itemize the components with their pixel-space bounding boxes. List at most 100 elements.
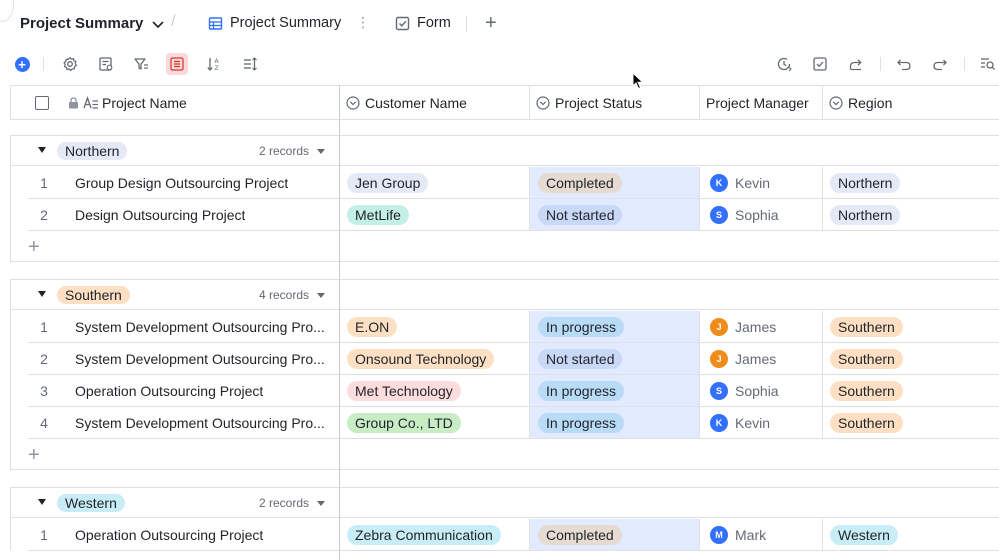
add-row[interactable]: + xyxy=(28,231,999,263)
filter-button[interactable] xyxy=(131,54,151,74)
group-header[interactable]: Western 2 records xyxy=(11,488,999,518)
frozen-column-divider[interactable] xyxy=(339,85,340,560)
project-title-dropdown[interactable]: Project Summary xyxy=(20,15,165,32)
select-all-checkbox[interactable] xyxy=(35,96,49,110)
group-record-count[interactable]: 2 records xyxy=(259,144,326,158)
add-row[interactable]: + xyxy=(28,439,999,471)
project-status-cell[interactable]: In progress xyxy=(530,407,700,438)
project-name-cell[interactable]: Operation Outsourcing Project xyxy=(75,375,340,406)
project-name-cell[interactable]: Design Outsourcing Project xyxy=(75,199,340,230)
customer-name-cell[interactable]: MetLife xyxy=(340,199,530,230)
undo-icon xyxy=(897,59,911,71)
region-cell[interactable]: Western xyxy=(823,519,999,550)
customer-tag: E.ON xyxy=(347,316,398,337)
column-header-region[interactable]: Region xyxy=(823,86,999,120)
collapse-caret-icon[interactable] xyxy=(38,147,46,153)
project-name-cell[interactable]: System Development Outsourcing Pro... xyxy=(75,343,340,374)
project-name: Group Design Outsourcing Project xyxy=(75,174,289,191)
group-record-count[interactable]: 4 records xyxy=(259,288,326,302)
region-cell[interactable]: Southern xyxy=(823,311,999,342)
table-row[interactable]: 4 System Development Outsourcing Pro... Gr… xyxy=(28,407,999,439)
project-status-cell[interactable]: In progress xyxy=(530,311,700,342)
project-name-cell[interactable]: Group Design Outsourcing Project xyxy=(75,167,340,198)
column-header-project-name[interactable]: Project Name xyxy=(11,86,340,120)
project-manager-cell[interactable]: S Sophia xyxy=(700,199,823,230)
column-label: Project Name xyxy=(102,95,187,111)
row-number: 1 xyxy=(40,526,48,543)
manager-name: Kevin xyxy=(735,414,771,431)
customer-name-cell[interactable]: E.ON xyxy=(340,311,530,342)
table-row[interactable]: 1 System Development Outsourcing Pro... E.… xyxy=(28,311,999,343)
group-tag: Southern xyxy=(57,286,130,304)
region-tag: Northern xyxy=(830,204,901,225)
share-button[interactable] xyxy=(846,54,866,74)
table-row[interactable]: 2 System Development Outsourcing Pro... On… xyxy=(28,343,999,375)
dropdown-caret-icon xyxy=(317,500,326,506)
project-manager-cell[interactable]: K Kevin xyxy=(700,407,823,438)
project-status-cell[interactable]: In progress xyxy=(530,375,700,406)
tab-form[interactable]: Form xyxy=(395,15,451,31)
toolbar-divider xyxy=(880,57,881,71)
column-header-project-status[interactable]: Project Status xyxy=(530,86,700,120)
collapse-caret-icon[interactable] xyxy=(38,291,46,297)
customer-name-cell[interactable]: Jen Group xyxy=(340,167,530,198)
region-cell[interactable]: Southern xyxy=(823,375,999,406)
row-number: 1 xyxy=(40,174,48,191)
window-corner xyxy=(0,0,14,22)
add-view-plus-icon[interactable]: + xyxy=(485,12,497,34)
redo-button[interactable] xyxy=(930,54,950,74)
table-row[interactable]: 1 Group Design Outsourcing Project Jen Gro… xyxy=(28,167,999,199)
plus-icon[interactable]: + xyxy=(28,444,40,466)
project-name: Design Outsourcing Project xyxy=(75,206,246,223)
row-height-button[interactable] xyxy=(240,54,260,74)
customer-name-cell[interactable]: Met Technology xyxy=(340,375,530,406)
project-manager-cell[interactable]: M Mark xyxy=(700,519,823,550)
column-header-project-manager[interactable]: Project Manager xyxy=(700,86,823,120)
history-button[interactable] xyxy=(774,54,794,74)
avatar: K xyxy=(710,173,728,192)
customer-name-cell[interactable]: Group Co., LTD xyxy=(340,407,530,438)
region-cell[interactable]: Northern xyxy=(823,167,999,198)
project-manager-cell[interactable]: K Kevin xyxy=(700,167,823,198)
manager-name: James xyxy=(735,350,777,367)
project-manager-cell[interactable]: J James xyxy=(700,311,823,342)
avatar: K xyxy=(710,413,728,432)
group-header[interactable]: Southern 4 records xyxy=(11,280,999,310)
title-divider: / xyxy=(171,13,176,30)
plus-icon[interactable]: + xyxy=(28,236,40,258)
more-vertical-icon[interactable]: ⋮ xyxy=(356,14,370,30)
field-settings-button[interactable] xyxy=(96,54,116,74)
collapse-caret-icon[interactable] xyxy=(38,499,46,505)
search-records-button[interactable] xyxy=(978,54,998,74)
project-name-cell[interactable]: Operation Outsourcing Project xyxy=(75,519,340,550)
column-header-customer-name[interactable]: Customer Name xyxy=(340,86,530,120)
region-cell[interactable]: Southern xyxy=(823,343,999,374)
project-status-cell[interactable]: Not started xyxy=(530,199,700,230)
project-title: Project Summary xyxy=(20,15,144,32)
project-manager-cell[interactable]: S Sophia xyxy=(700,375,823,406)
customer-name-cell[interactable]: Zebra Communication xyxy=(340,519,530,550)
status-badge: Completed xyxy=(538,524,622,545)
project-name-cell[interactable]: System Development Outsourcing Pro... xyxy=(75,407,340,438)
project-status-cell[interactable]: Completed xyxy=(530,167,700,198)
tab-project-summary[interactable]: Project Summary xyxy=(208,15,341,31)
project-status-cell[interactable]: Completed xyxy=(530,519,700,550)
project-manager-cell[interactable]: J James xyxy=(700,343,823,374)
avatar: S xyxy=(710,205,728,224)
group-by-button[interactable] xyxy=(166,53,188,75)
undo-button[interactable] xyxy=(894,54,914,74)
settings-button[interactable] xyxy=(60,54,80,74)
table-row[interactable]: 1 Operation Outsourcing Project Zebra Comm… xyxy=(28,519,999,551)
table-row[interactable]: 3 Operation Outsourcing Project Met Techno… xyxy=(28,375,999,407)
project-name-cell[interactable]: System Development Outsourcing Pro... xyxy=(75,311,340,342)
add-record-button[interactable]: + xyxy=(12,54,32,74)
tasks-button[interactable] xyxy=(810,54,830,74)
group-record-count[interactable]: 2 records xyxy=(259,496,326,510)
region-cell[interactable]: Southern xyxy=(823,407,999,438)
region-cell[interactable]: Northern xyxy=(823,199,999,230)
group-header[interactable]: Northern 2 records xyxy=(11,136,999,166)
project-status-cell[interactable]: Not started xyxy=(530,343,700,374)
table-row[interactable]: 2 Design Outsourcing Project MetLife Not st… xyxy=(28,199,999,231)
customer-name-cell[interactable]: Onsound Technology xyxy=(340,343,530,374)
